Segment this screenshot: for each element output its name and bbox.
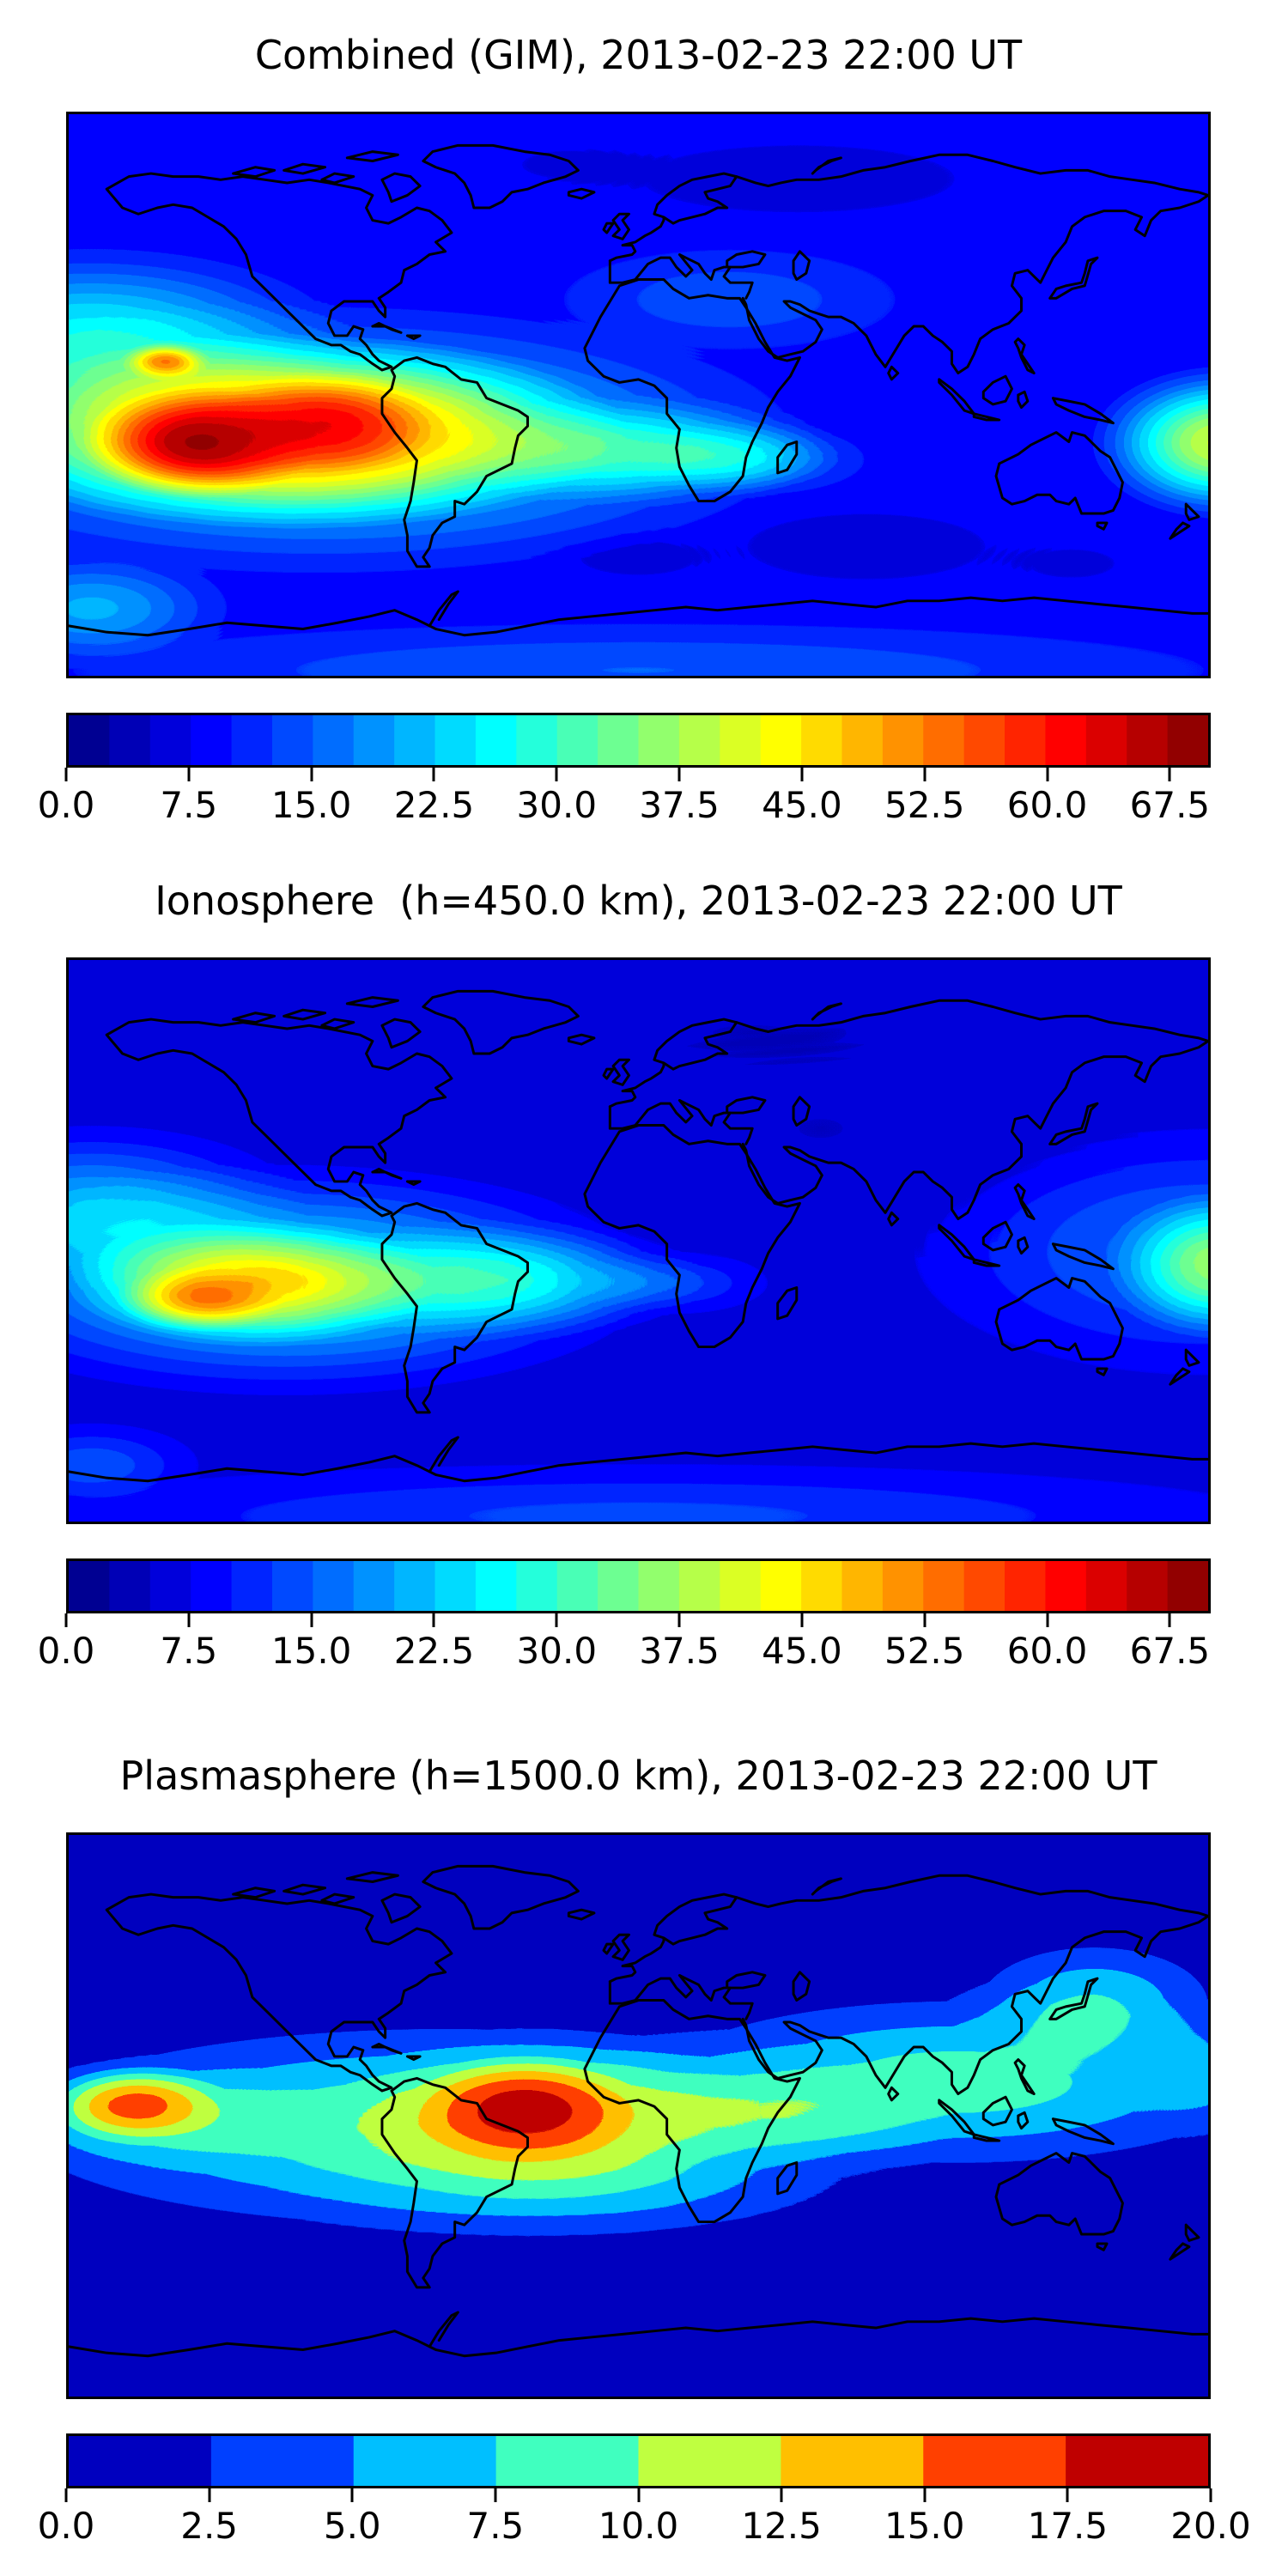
colorbar-tick (555, 1613, 558, 1627)
colorbar-tick-label: 10.0 (598, 2505, 679, 2547)
panel-title-ionosphere: Ionosphere (h=450.0 km), 2013-02-23 22:0… (155, 878, 1122, 924)
colorbar-combined-gim: 0.0 7.5 15.0 22.5 30.0 37.5 45.0 52.5 60.0 67.5 (38, 713, 1211, 828)
colorbar-tick-label: 60.0 (1006, 1630, 1088, 1672)
colorbar-tick (1168, 768, 1171, 781)
colorbar-tick (64, 2488, 68, 2502)
colorbar-tick (637, 2488, 640, 2502)
colorbar-tick-label: 37.5 (639, 784, 720, 826)
colorbar-labels: 0.0 7.5 15.0 22.5 30.0 37.5 45.0 52.5 60.0 67.5 (38, 784, 1211, 828)
colorbar-tick-label: 0.0 (37, 2505, 95, 2547)
colorbar-tick-label: 5.0 (323, 2505, 381, 2547)
tec-field (69, 960, 1208, 1522)
colorbar-tick (208, 2488, 211, 2502)
colorbar-tick-label: 20.0 (1170, 2505, 1251, 2547)
colorbar-tick (1168, 1613, 1171, 1627)
colorbar-tick (494, 2488, 497, 2502)
colorbar-tick-label: 12.5 (741, 2505, 822, 2547)
panel-ionosphere: Ionosphere (h=450.0 km), 2013-02-23 22:0… (38, 878, 1211, 1674)
colorbar-tick-label: 22.5 (393, 1630, 475, 1672)
colorbar-gradient (66, 713, 1211, 768)
colorbar-tick-label: 15.0 (270, 784, 352, 826)
colorbar-tick-label: 45.0 (762, 784, 842, 826)
colorbar-tick (800, 1613, 804, 1627)
colorbar-tick-label: 2.5 (180, 2505, 239, 2547)
colorbar-gradient (66, 2433, 1211, 2488)
colorbar-tick-label: 30.0 (516, 784, 598, 826)
colorbar-tick (1046, 1613, 1049, 1627)
colorbar-tick-label: 7.5 (466, 2505, 525, 2547)
map-combined-gim (66, 112, 1211, 678)
colorbar-tick-label: 0.0 (37, 1630, 95, 1672)
colorbar-gradient (66, 1558, 1211, 1613)
panel-combined-gim: Combined (GIM), 2013-02-23 22:00 UT 0.0 7… (38, 32, 1211, 828)
colorbar-tick (310, 768, 313, 781)
colorbar-ticks (64, 768, 1211, 783)
colorbar-labels: 0.0 7.5 15.0 22.5 30.0 37.5 45.0 52.5 60.0 67.5 (38, 1630, 1211, 1674)
colorbar-tick (677, 768, 681, 781)
colorbar-tick-label: 15.0 (884, 2505, 965, 2547)
colorbar-tick (555, 768, 558, 781)
coastlines (69, 1864, 1208, 2358)
colorbar-tick-label: 7.5 (160, 1630, 218, 1672)
colorbar-tick (64, 1613, 68, 1627)
colorbar-tick (780, 2488, 783, 2502)
colorbar-tick-label: 37.5 (639, 1630, 720, 1672)
colorbar-tick-label: 67.5 (1129, 1630, 1211, 1672)
coastlines (69, 143, 1208, 637)
colorbar-tick (800, 768, 804, 781)
colorbar-plasmasphere: 0.0 2.5 5.0 7.5 10.0 12.5 15.0 17.5 20.0 (38, 2433, 1251, 2549)
colorbar-tick-label: 0.0 (37, 784, 95, 826)
colorbar-tick (1209, 2488, 1212, 2502)
world-map-svg (69, 1835, 1208, 2397)
world-map-svg (69, 960, 1208, 1522)
tec-field (69, 114, 1208, 676)
world-map-svg (69, 114, 1208, 676)
colorbar-tick-label: 22.5 (393, 784, 475, 826)
colorbar-tick (677, 1613, 681, 1627)
colorbar-tick-label: 15.0 (270, 1630, 352, 1672)
colorbar-tick (350, 2488, 354, 2502)
colorbar-tick-label: 7.5 (160, 784, 218, 826)
colorbar-tick (923, 2488, 927, 2502)
colorbar-tick-label: 52.5 (884, 784, 965, 826)
colorbar-ticks (64, 2488, 1212, 2504)
colorbar-tick (187, 768, 191, 781)
colorbar-tick-label: 60.0 (1006, 784, 1088, 826)
colorbar-ionosphere: 0.0 7.5 15.0 22.5 30.0 37.5 45.0 52.5 60.0 67.5 (38, 1558, 1211, 1674)
colorbar-tick (64, 768, 68, 781)
colorbar-tick-label: 45.0 (762, 1630, 842, 1672)
map-ionosphere (66, 957, 1211, 1524)
colorbar-tick-label: 52.5 (884, 1630, 965, 1672)
colorbar-tick (187, 1613, 191, 1627)
tec-field (69, 1835, 1208, 2397)
colorbar-ticks (64, 1613, 1211, 1629)
panel-plasmasphere: Plasmasphere (h=1500.0 km), 2013-02-23 2… (38, 1753, 1251, 2549)
colorbar-tick-label: 67.5 (1129, 784, 1211, 826)
panel-title-plasmasphere: Plasmasphere (h=1500.0 km), 2013-02-23 2… (119, 1753, 1157, 1799)
colorbar-labels: 0.0 2.5 5.0 7.5 10.0 12.5 15.0 17.5 20.0 (38, 2505, 1251, 2549)
colorbar-tick (923, 1613, 927, 1627)
colorbar-tick (1066, 2488, 1069, 2502)
panel-title-combined: Combined (GIM), 2013-02-23 22:00 UT (254, 32, 1023, 78)
colorbar-tick (1046, 768, 1049, 781)
colorbar-tick (923, 768, 927, 781)
colorbar-tick-label: 30.0 (516, 1630, 598, 1672)
colorbar-tick (432, 1613, 435, 1627)
map-plasmasphere (66, 1832, 1211, 2399)
colorbar-tick (310, 1613, 313, 1627)
coastlines (69, 989, 1208, 1483)
colorbar-tick-label: 17.5 (1027, 2505, 1109, 2547)
colorbar-tick (432, 768, 435, 781)
